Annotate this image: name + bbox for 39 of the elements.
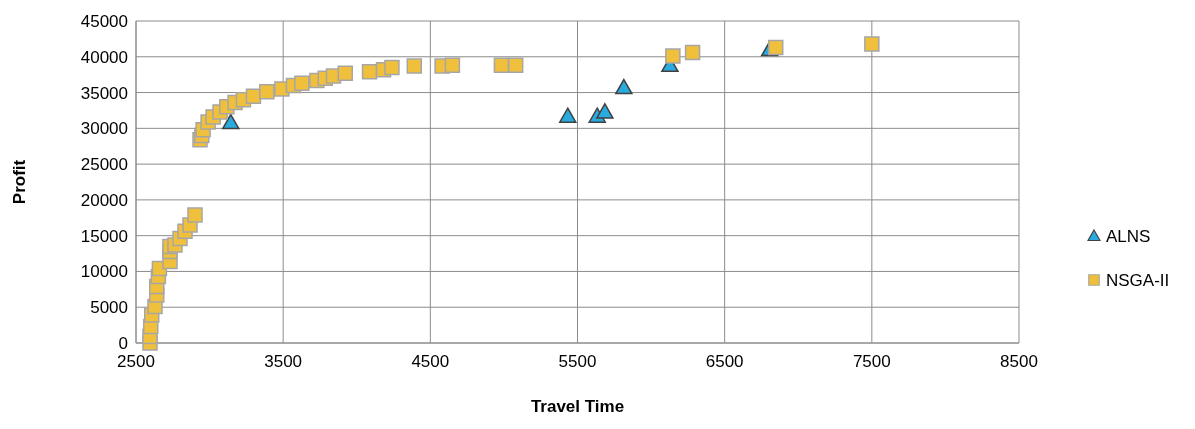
legend-label: NSGA-II xyxy=(1106,270,1170,290)
y-tick-label: 15000 xyxy=(80,226,128,246)
y-tick-label: 40000 xyxy=(80,47,128,67)
y-tick-label: 45000 xyxy=(80,11,128,31)
x-tick-label: 2500 xyxy=(117,352,155,371)
point xyxy=(507,57,524,74)
point xyxy=(245,88,262,104)
point xyxy=(767,39,784,56)
point xyxy=(294,75,310,91)
point xyxy=(615,78,633,95)
y-tick-label: 0 xyxy=(118,333,128,353)
point xyxy=(337,65,354,81)
point xyxy=(596,103,614,119)
x-tick-label: 3500 xyxy=(264,352,303,371)
point xyxy=(684,44,701,61)
y-tick-label: 10000 xyxy=(80,262,128,282)
x-axis-title: Travel Time xyxy=(530,397,625,416)
x-tick-label: 8500 xyxy=(1000,352,1038,371)
point xyxy=(406,58,423,74)
y-tick-label: 30000 xyxy=(80,119,128,139)
point xyxy=(187,207,203,223)
x-tick-label: 7500 xyxy=(852,352,891,371)
x-tick-label: 6500 xyxy=(705,352,744,371)
point xyxy=(361,64,378,80)
point xyxy=(444,57,461,74)
y-axis-title: Profit xyxy=(10,159,29,205)
x-tick-label: 5500 xyxy=(558,352,597,371)
point xyxy=(384,59,400,76)
x-tick-label: 4500 xyxy=(411,352,450,371)
y-tick-label: 5000 xyxy=(90,298,128,318)
y-tick-label: 35000 xyxy=(80,83,128,103)
point xyxy=(222,113,240,130)
y-tick-label: 20000 xyxy=(80,190,128,210)
legend-label: ALNS xyxy=(1106,226,1151,246)
point xyxy=(259,84,275,100)
y-tick-label: 25000 xyxy=(80,155,128,175)
point xyxy=(864,36,880,52)
point xyxy=(665,48,681,64)
point xyxy=(559,107,577,123)
